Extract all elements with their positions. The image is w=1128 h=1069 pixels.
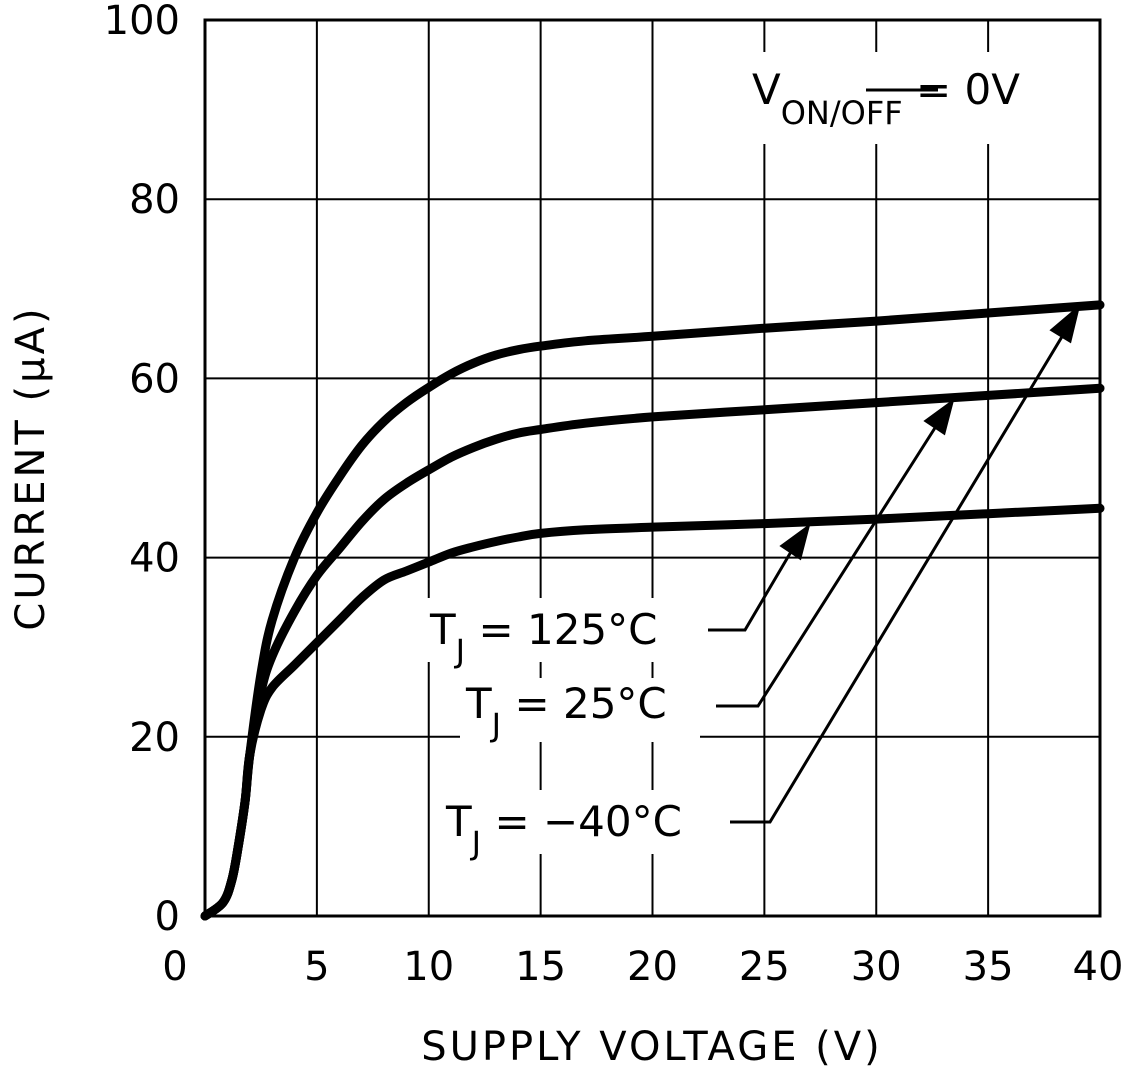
series-line-2 xyxy=(200,300,1105,921)
series-label-minus40-rest: = −40°C xyxy=(481,797,682,846)
y-axis-ticks: 0 20 40 60 80 100 xyxy=(104,0,180,940)
leader-lines xyxy=(708,303,1081,824)
x-tick-label: 0 xyxy=(162,944,187,990)
leader-line-25 xyxy=(716,419,942,708)
series-label-minus40-sub: J xyxy=(470,824,481,862)
x-tick-label: 5 xyxy=(304,944,329,990)
y-axis-title: CURRENT (μA) xyxy=(8,305,54,630)
svg-text:TJ = −40°C: TJ = −40°C xyxy=(445,797,682,862)
x-tick-label: 35 xyxy=(963,944,1014,990)
leader-arrowhead-25 xyxy=(923,398,955,436)
x-tick-label: 25 xyxy=(739,944,790,990)
y-tick-label: 0 xyxy=(155,894,180,940)
leader-arrowhead-minus40 xyxy=(1049,303,1081,344)
x-tick-label: 15 xyxy=(515,944,566,990)
svg-text:VON/OFF = 0V: VON/OFF = 0V xyxy=(752,65,1020,132)
series-label-25: TJ = 25°C xyxy=(460,678,700,744)
grid xyxy=(205,20,1100,916)
series-label-minus40: TJ = −40°C xyxy=(440,790,718,862)
y-tick-label: 20 xyxy=(129,715,180,761)
svg-text:TJ = 25°C: TJ = 25°C xyxy=(465,679,667,744)
series-label-125-main: T xyxy=(429,605,456,654)
x-tick-label: 20 xyxy=(627,944,678,990)
annotation-main: V xyxy=(752,65,781,114)
series-label-25-main: T xyxy=(465,679,492,728)
label-background xyxy=(440,790,718,854)
annotation-background xyxy=(742,52,1062,144)
x-axis-title: SUPPLY VOLTAGE (V) xyxy=(421,1024,883,1069)
plot-frame xyxy=(203,18,1102,918)
series-label-125-sub: J xyxy=(454,632,465,670)
leader-arrowhead-125 xyxy=(779,523,811,561)
condition-annotation: VON/OFF = 0V xyxy=(742,52,1062,144)
y-tick-label: 100 xyxy=(104,0,180,44)
x-axis-ticks: 0 5 10 15 20 25 30 35 40 xyxy=(162,944,1123,990)
annotation-sub: ON/ xyxy=(781,94,841,132)
label-background xyxy=(420,598,702,662)
y-tick-label: 80 xyxy=(129,177,180,223)
label-background xyxy=(460,678,700,742)
x-tick-label: 30 xyxy=(851,944,902,990)
x-tick-label: 10 xyxy=(403,944,454,990)
y-tick-label: 40 xyxy=(129,536,180,582)
series-label-25-rest: = 25°C xyxy=(501,679,667,728)
leader-line-125 xyxy=(708,544,797,632)
svg-text:TJ = 125°C: TJ = 125°C xyxy=(429,605,657,670)
series-label-25-sub: J xyxy=(490,706,501,744)
series-lines xyxy=(200,300,1105,921)
series-label-minus40-main: T xyxy=(445,797,472,846)
annotation-sub-overline: OFF xyxy=(841,94,903,132)
y-tick-label: 60 xyxy=(129,356,180,402)
x-tick-label: 40 xyxy=(1073,944,1124,990)
series-label-125-rest: = 125°C xyxy=(465,605,657,654)
series-label-125: TJ = 125°C xyxy=(420,598,702,670)
leader-line-minus40 xyxy=(730,329,1068,824)
